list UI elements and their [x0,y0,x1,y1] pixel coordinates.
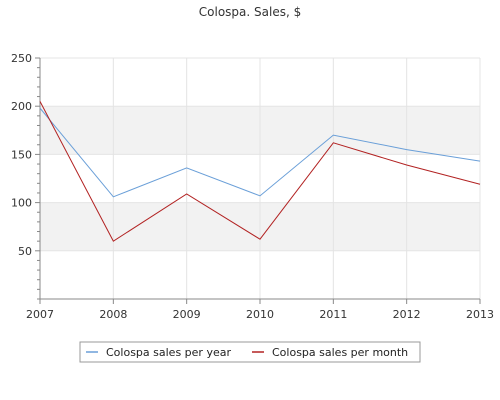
chart-title: Colospa. Sales, $ [199,5,301,19]
legend-box [79,341,421,363]
series-line-2 [39,101,481,242]
y-tick-label: 250 [11,52,32,65]
x-tick-label: 2010 [246,308,274,321]
x-tick-label: 2012 [393,308,421,321]
x-tick-label: 2013 [466,308,494,321]
legend-label-1: Colospa sales per year [106,346,231,359]
axes: 50 100 150 200 250 2007 2008 2009 2010 2011 2012 20… [11,52,494,321]
x-tick-label: 2008 [99,308,127,321]
y-tick-label: 150 [11,148,32,161]
y-tick-label: 200 [11,100,32,113]
y-tick-label: 50 [18,245,32,258]
x-tick-label: 2009 [173,308,201,321]
legend: Colospa sales per year Colospa sales per … [79,341,421,363]
series-line-1 [39,107,481,198]
series-lines [39,101,481,242]
grid [40,57,481,299]
x-tick-label: 2011 [319,308,347,321]
legend-label-2: Colospa sales per month [272,346,408,359]
x-tick-label: 2007 [26,308,54,321]
y-tick-label: 100 [11,197,32,210]
